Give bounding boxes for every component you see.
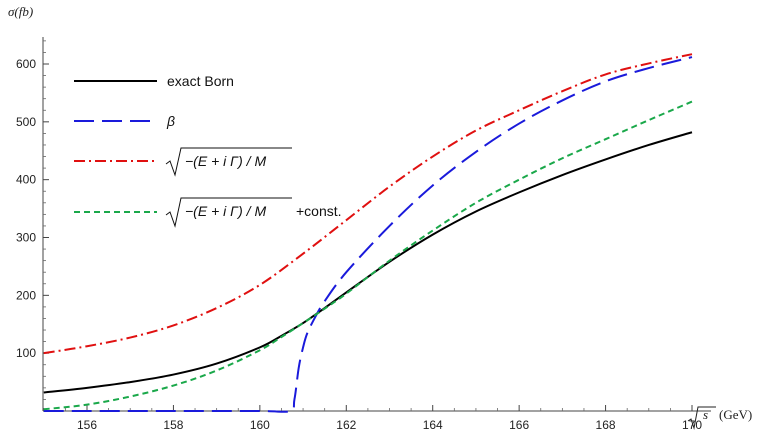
- y-tick-label: 500: [16, 115, 36, 129]
- legend-label: −(E + i Γ) / M: [185, 153, 266, 169]
- series-line-e-i-m-const: [43, 100, 693, 411]
- x-tick-label: 164: [423, 418, 443, 432]
- legend: exact Born β −(E + i Γ) / M −(E + i Γ) /…: [74, 73, 342, 228]
- legend-item-beta: β: [74, 113, 175, 129]
- y-tick-label: 200: [16, 288, 36, 302]
- legend-label: −(E + i Γ) / M: [185, 203, 266, 219]
- series-line-e-i-m: [43, 53, 693, 355]
- x-axis-title: s (GeV): [687, 406, 752, 430]
- y-tick-label: 100: [16, 346, 36, 360]
- x-tick-label: 158: [163, 418, 183, 432]
- legend-sqrt-symbol: [165, 147, 292, 177]
- axes: 156 158 160 162 164 166 168 170 100 200 300 400 500 6…: [16, 37, 711, 432]
- x-tick-label: 160: [250, 418, 270, 432]
- x-tick-label: 156: [77, 418, 97, 432]
- legend-label: exact Born: [167, 73, 234, 89]
- legend-item-sqrt: −(E + i Γ) / M: [74, 147, 292, 177]
- x-axis-title-var: s: [703, 407, 708, 422]
- x-tick-label: 170: [682, 418, 702, 432]
- x-tick-label: 166: [509, 418, 529, 432]
- plot-area: [43, 53, 693, 413]
- x-tick-label: 162: [336, 418, 356, 432]
- legend-label: β: [166, 113, 175, 129]
- legend-item-sqrt-const: −(E + i Γ) / M +const.: [74, 197, 342, 228]
- series-line-exact-born: [43, 131, 693, 394]
- legend-label-suffix: +const.: [296, 203, 342, 219]
- x-axis-title-unit: (GeV): [719, 407, 752, 422]
- legend-item-exact-born: exact Born: [74, 73, 234, 89]
- y-axis-title: σ(fb): [8, 4, 33, 19]
- y-tick-label: 400: [16, 173, 36, 187]
- sqrt-symbol: [687, 406, 716, 430]
- y-tick-label: 300: [16, 231, 36, 245]
- x-tick-label: 168: [596, 418, 616, 432]
- y-tick-label: 600: [16, 57, 36, 71]
- legend-sqrt-symbol: [165, 197, 292, 228]
- series-line-series-1: [43, 56, 693, 413]
